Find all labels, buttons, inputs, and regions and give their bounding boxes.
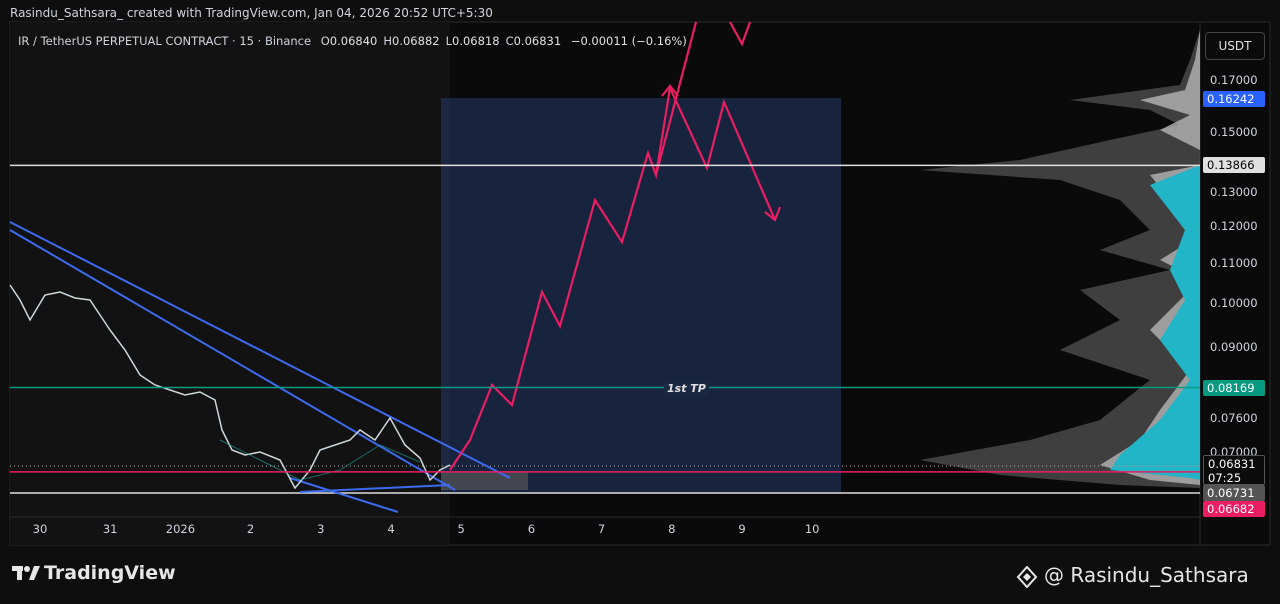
time-label: 8 bbox=[668, 522, 676, 536]
price-marker: 0.06682 bbox=[1203, 500, 1265, 517]
ohlc-key: C bbox=[505, 34, 514, 48]
trend-lines bbox=[9, 221, 511, 513]
symbol: IR / TetherUS PERPETUAL CONTRACT · 15 · … bbox=[18, 34, 312, 48]
price-tick-label: 0.12000 bbox=[1210, 219, 1258, 234]
price-tick-label: 0.11000 bbox=[1210, 255, 1258, 270]
time-label: 2 bbox=[246, 522, 255, 536]
time-label: 2026 bbox=[165, 522, 196, 536]
volume-profile bbox=[920, 30, 1200, 488]
price-history bbox=[9, 284, 451, 490]
price-marker: 0.06731 bbox=[1203, 484, 1265, 501]
ohlc-key: H bbox=[383, 34, 393, 48]
countdown: 07:25 bbox=[1208, 470, 1242, 485]
price-history bbox=[219, 439, 421, 481]
volume-profile bbox=[1110, 165, 1200, 480]
logo: TradingView bbox=[44, 562, 176, 584]
currency-button[interactable]: USDT bbox=[1205, 32, 1265, 60]
ohlc-value: 0.06831 bbox=[513, 34, 562, 48]
time-label: 4 bbox=[387, 522, 395, 536]
author-handle: @ Rasindu_Sathsara bbox=[1044, 563, 1249, 587]
ohlc-key: L bbox=[445, 34, 452, 48]
price-marker-label: 0.06831 bbox=[1208, 456, 1256, 471]
time-label: 9 bbox=[738, 522, 746, 536]
ohlc-key: O bbox=[320, 34, 330, 48]
time-label: 10 bbox=[804, 522, 820, 536]
projection-path bbox=[654, 21, 698, 176]
time-label: 30 bbox=[32, 522, 48, 536]
attribution: Rasindu_Sathsara_ created with TradingVi… bbox=[10, 6, 493, 20]
projection-path bbox=[449, 84, 777, 471]
session-shade bbox=[10, 22, 450, 545]
price-marker-label: 0.13866 bbox=[1207, 158, 1255, 173]
ohlc-value: 0.06840 bbox=[329, 34, 378, 48]
price-tick-label: 0.17000 bbox=[1210, 72, 1258, 87]
time-label: 6 bbox=[527, 522, 536, 536]
price-marker: 0.06831 07:25 bbox=[1203, 454, 1265, 485]
price-change: −0.00011 (−0.16%) bbox=[570, 34, 687, 48]
price-marker-label: 0.06682 bbox=[1207, 501, 1255, 516]
price-marker: 0.16242 bbox=[1203, 90, 1265, 107]
price-tick-label: 0.15000 bbox=[1210, 125, 1258, 140]
binance-icon bbox=[1016, 566, 1038, 588]
arrow-head bbox=[764, 206, 782, 222]
price-marker: 0.13866 bbox=[1203, 157, 1265, 174]
entry-zone bbox=[441, 472, 528, 490]
time-label: 5 bbox=[457, 522, 465, 536]
price-marker-label: 0.06731 bbox=[1207, 485, 1255, 500]
time-label: 3 bbox=[317, 522, 325, 536]
projection-path bbox=[729, 21, 752, 47]
ohlc-value: 0.06818 bbox=[452, 34, 500, 48]
logo-icon bbox=[12, 566, 40, 580]
annotation: 1st TP bbox=[664, 382, 709, 395]
symbol-bar: IR / TetherUS PERPETUAL CONTRACT · 15 · … bbox=[18, 34, 687, 48]
time-label: 7 bbox=[597, 522, 606, 536]
arrow-head bbox=[661, 84, 679, 97]
ohlc-value: 0.06882 bbox=[392, 34, 440, 48]
price-marker-label: 0.08169 bbox=[1207, 380, 1255, 395]
price-tick-label: 0.09000 bbox=[1210, 339, 1258, 354]
price-marker: 0.08169 bbox=[1203, 379, 1265, 396]
target-zone bbox=[441, 98, 841, 493]
price-tick-label: 0.13000 bbox=[1210, 185, 1258, 200]
price-tick-label: 0.07600 bbox=[1210, 410, 1258, 425]
price-marker-label: 0.16242 bbox=[1207, 91, 1255, 106]
time-label: 31 bbox=[102, 522, 118, 536]
price-tick-label: 0.10000 bbox=[1210, 295, 1258, 310]
